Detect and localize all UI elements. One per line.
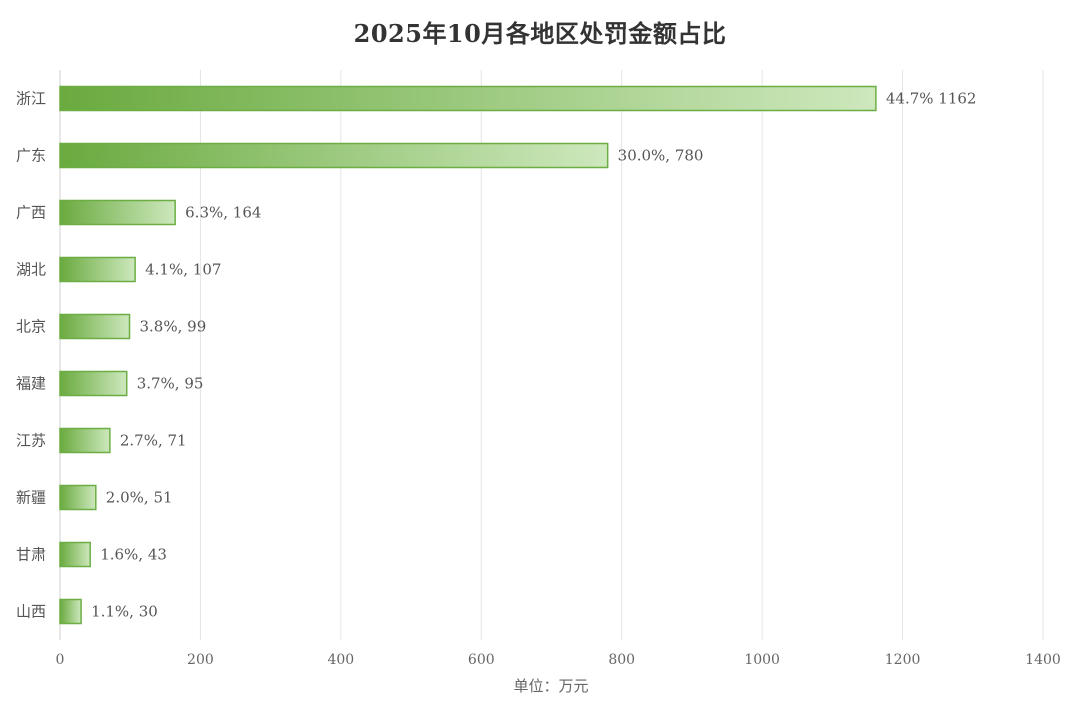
x-tick-label: 1200 — [885, 652, 921, 668]
category-label: 山西 — [16, 603, 46, 621]
data-label: 30.0%, 780 — [618, 147, 704, 165]
data-label: 44.7% 1162 — [886, 90, 977, 108]
x-tick-label: 0 — [56, 652, 65, 668]
bar — [59, 598, 82, 625]
category-label: 江苏 — [16, 432, 46, 450]
x-tick-label: 800 — [608, 652, 635, 668]
category-label: 广东 — [16, 147, 46, 165]
data-label: 3.8%, 99 — [140, 318, 207, 336]
category-label: 甘肃 — [16, 546, 46, 564]
x-tick-label: 1400 — [1025, 652, 1061, 668]
bar — [59, 427, 111, 454]
x-axis-title: 单位：万元 — [513, 677, 588, 695]
chart-title: 2025年10月各地区处罚金额占比 — [353, 19, 727, 48]
x-tick-label: 600 — [468, 652, 495, 668]
data-label: 1.6%, 43 — [100, 546, 167, 564]
data-label: 1.1%, 30 — [91, 603, 158, 621]
bar — [59, 142, 609, 169]
category-label: 广西 — [16, 204, 46, 222]
category-label: 北京 — [16, 318, 46, 336]
data-label: 3.7%, 95 — [137, 375, 204, 393]
bar — [59, 541, 91, 568]
bar — [59, 199, 176, 226]
data-label: 2.0%, 51 — [106, 489, 173, 507]
bar — [59, 370, 128, 397]
x-tick-label: 400 — [327, 652, 354, 668]
category-label: 新疆 — [16, 489, 46, 507]
labels: 0 200 400 600 800 1000 1200 1400 浙江 44.7% 1162 广东 3… — [16, 90, 1061, 669]
x-tick-label: 200 — [187, 652, 214, 668]
bar — [59, 484, 97, 511]
x-tick-label: 1000 — [744, 652, 780, 668]
bar — [59, 85, 877, 112]
bar — [59, 256, 136, 283]
category-label: 浙江 — [16, 90, 46, 108]
data-label: 2.7%, 71 — [120, 432, 187, 450]
bar — [59, 313, 131, 340]
category-label: 福建 — [16, 375, 46, 393]
data-label: 4.1%, 107 — [145, 261, 221, 279]
category-label: 湖北 — [16, 261, 46, 279]
data-label: 6.3%, 164 — [185, 204, 261, 222]
bars — [59, 85, 877, 625]
